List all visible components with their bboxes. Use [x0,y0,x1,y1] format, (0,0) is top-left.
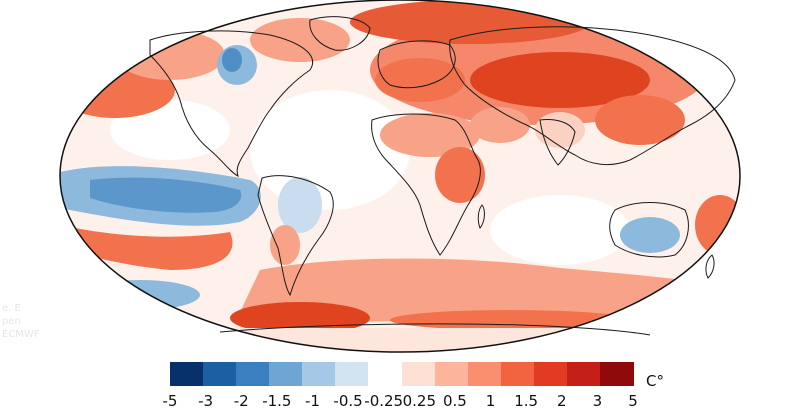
outline-india [539,119,576,166]
outline-north-america [149,30,313,178]
anomaly-field [60,0,740,352]
hot-siberia [470,52,650,108]
legend-swatch [401,362,436,386]
legend-tick-label: 5 [628,392,638,410]
outline-europe [377,40,456,89]
legend-tick-label: 2 [556,392,567,410]
warm-europe [375,58,465,102]
legend-tick-label: -3 [198,392,214,410]
watermark-line-2: pen [2,316,21,327]
watermark-line-1: e. E [2,303,21,314]
cool-australia [620,217,680,253]
legend-tick-label: -0.25 [364,392,404,410]
legend-swatch [302,362,337,386]
anomaly-map [59,0,741,353]
neutral-indian-ocean [490,195,630,265]
legend-unit: C° [646,372,664,390]
cool-south-pacific [80,280,200,310]
warm-north-america-west [115,30,225,80]
legend-tick-label: 1.5 [514,392,539,410]
legend-swatch [500,362,535,386]
legend-tick-label: -5 [162,392,178,410]
outline-greenland [309,16,371,51]
legend-tick-label: -2 [233,392,249,410]
cool-hudson [222,48,242,72]
legend-tick-label: -1.5 [262,392,292,410]
legend-swatch [566,362,601,386]
legend-swatch [269,362,304,386]
warm-east-africa [435,147,485,203]
globe-border [59,0,741,353]
legend-swatch [599,362,634,386]
coastlines [149,16,736,336]
outline-madagascar [477,204,485,229]
warm-sw-pacific [695,195,740,255]
world-map [59,0,741,353]
legend-tick-label: 0.25 [402,392,436,410]
watermark-line-3: ECMWF [2,329,40,340]
legend-tick-label: 1 [485,392,496,410]
legend-swatch [203,362,238,386]
warm-canada [250,18,350,62]
outline-africa [371,113,481,256]
outline-antarctica [219,323,651,336]
legend-swatch [335,362,370,386]
legend-tick-label: 0.5 [442,392,467,410]
watermark: e. E pen ECMWF [2,302,40,341]
deep-cool-pacific-core [90,177,242,213]
legend-swatch [368,362,403,386]
warm-south-america [270,225,300,265]
warm-arabia [470,107,530,143]
warm-south-pacific [60,225,233,270]
hot-east-asia [595,95,685,145]
outline-australia [609,202,689,258]
warm-india [535,112,585,148]
warm-north-africa [380,113,480,157]
legend-swatch [533,362,568,386]
outline-south-america [257,175,334,297]
outline-new-zealand [705,254,715,279]
neutral-atlantic [250,90,410,210]
legend-swatch [170,362,204,386]
legend-tick-label: -1 [304,392,320,410]
color-legend: -5 -3 -2 -1.5 -1 -0.5 -0.25 0.25 0.5 1 1.5 2 3 5 C° [0,362,800,418]
hot-arctic [350,0,590,44]
outline-asia [449,26,736,166]
legend-swatch [434,362,469,386]
legend-tick-label: 3 [592,392,603,410]
legend-tick-label: -0.5 [333,392,363,410]
warm-antarctic-coast [390,310,630,330]
legend-swatch [236,362,271,386]
legend-swatch [467,362,502,386]
cool-south-america [278,177,322,233]
warm-southern-ocean [240,258,740,322]
